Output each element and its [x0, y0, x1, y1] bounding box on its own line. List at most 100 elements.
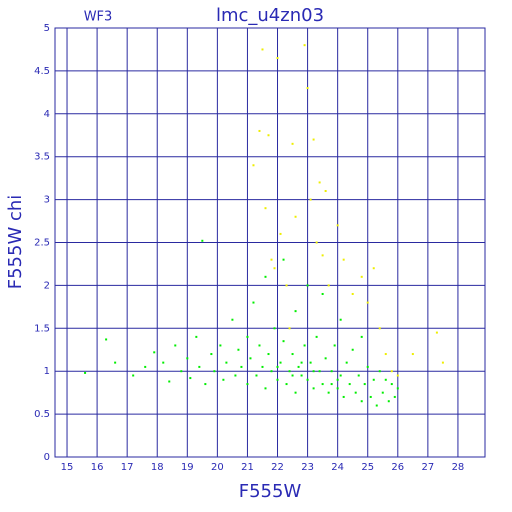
point — [180, 370, 183, 373]
x-tick-label: 27 — [421, 462, 434, 473]
point — [360, 275, 363, 278]
point — [258, 129, 261, 132]
point — [288, 370, 291, 373]
x-tick-label: 23 — [301, 462, 314, 473]
point — [339, 318, 342, 321]
point — [252, 164, 255, 167]
point — [255, 374, 258, 377]
point — [324, 357, 327, 360]
point — [279, 361, 282, 364]
point — [186, 357, 189, 360]
point — [132, 374, 135, 377]
plot-frame — [54, 27, 486, 458]
point — [336, 387, 339, 390]
point — [411, 353, 414, 356]
y-tick-label: 0 — [44, 452, 50, 463]
y-tick-label: 5 — [44, 23, 50, 34]
x-tick-label: 24 — [331, 462, 344, 473]
point — [315, 241, 318, 244]
x-tick-label: 17 — [121, 462, 134, 473]
point — [369, 395, 372, 398]
x-tick-label: 19 — [181, 462, 194, 473]
point — [234, 374, 237, 377]
point — [246, 335, 249, 338]
point — [441, 361, 444, 364]
point — [294, 391, 297, 394]
point — [276, 365, 279, 368]
point — [342, 395, 345, 398]
chart-title: lmc_u4zn03 — [216, 5, 324, 26]
point — [312, 387, 315, 390]
point — [435, 331, 438, 334]
point — [267, 353, 270, 356]
point — [270, 258, 273, 261]
point — [276, 378, 279, 381]
y-axis-label: F555W chi — [5, 195, 26, 290]
point — [264, 207, 267, 210]
y-tick-label: 4 — [44, 109, 50, 120]
point — [252, 301, 255, 304]
point — [249, 357, 252, 360]
point — [276, 57, 279, 60]
point — [153, 351, 156, 354]
point — [342, 258, 345, 261]
point — [144, 365, 147, 368]
x-tick-label: 18 — [151, 462, 164, 473]
point — [309, 361, 312, 364]
x-tick-label: 20 — [211, 462, 224, 473]
point — [213, 370, 216, 373]
point — [327, 284, 330, 287]
point — [219, 344, 222, 347]
x-tick-label: 15 — [61, 462, 74, 473]
point — [384, 378, 387, 381]
point — [168, 380, 171, 383]
point — [195, 335, 198, 338]
point — [297, 365, 300, 368]
point — [291, 353, 294, 356]
point — [84, 371, 87, 374]
point — [306, 87, 309, 90]
y-tick-label: 0.5 — [34, 409, 50, 420]
point — [372, 267, 375, 270]
point — [321, 292, 324, 295]
point — [270, 370, 273, 373]
point — [198, 365, 201, 368]
x-tick-label: 21 — [241, 462, 254, 473]
point — [390, 370, 393, 373]
point — [222, 378, 225, 381]
point — [366, 301, 369, 304]
point — [303, 44, 306, 47]
point — [318, 181, 321, 184]
point — [330, 383, 333, 386]
point — [306, 284, 309, 287]
point — [354, 391, 357, 394]
y-tick-label: 4.5 — [34, 66, 50, 77]
y-tick-label: 3.5 — [34, 152, 50, 163]
point — [396, 387, 399, 390]
point — [312, 370, 315, 373]
point — [366, 365, 369, 368]
point — [396, 374, 399, 377]
y-tick-label: 1 — [44, 366, 50, 377]
point — [300, 374, 303, 377]
point — [285, 284, 288, 287]
point — [384, 353, 387, 356]
point — [225, 361, 228, 364]
point — [306, 378, 309, 381]
point — [336, 224, 339, 227]
point — [312, 138, 315, 141]
y-tick-label: 2.5 — [34, 238, 50, 249]
point — [318, 370, 321, 373]
point — [300, 361, 303, 364]
point — [258, 344, 261, 347]
point — [261, 365, 264, 368]
point — [282, 340, 285, 343]
point — [210, 353, 213, 356]
point — [204, 383, 207, 386]
point — [264, 275, 267, 278]
point — [285, 383, 288, 386]
y-tick-label: 3 — [44, 195, 50, 206]
x-tick-label: 26 — [391, 462, 404, 473]
point — [390, 383, 393, 386]
